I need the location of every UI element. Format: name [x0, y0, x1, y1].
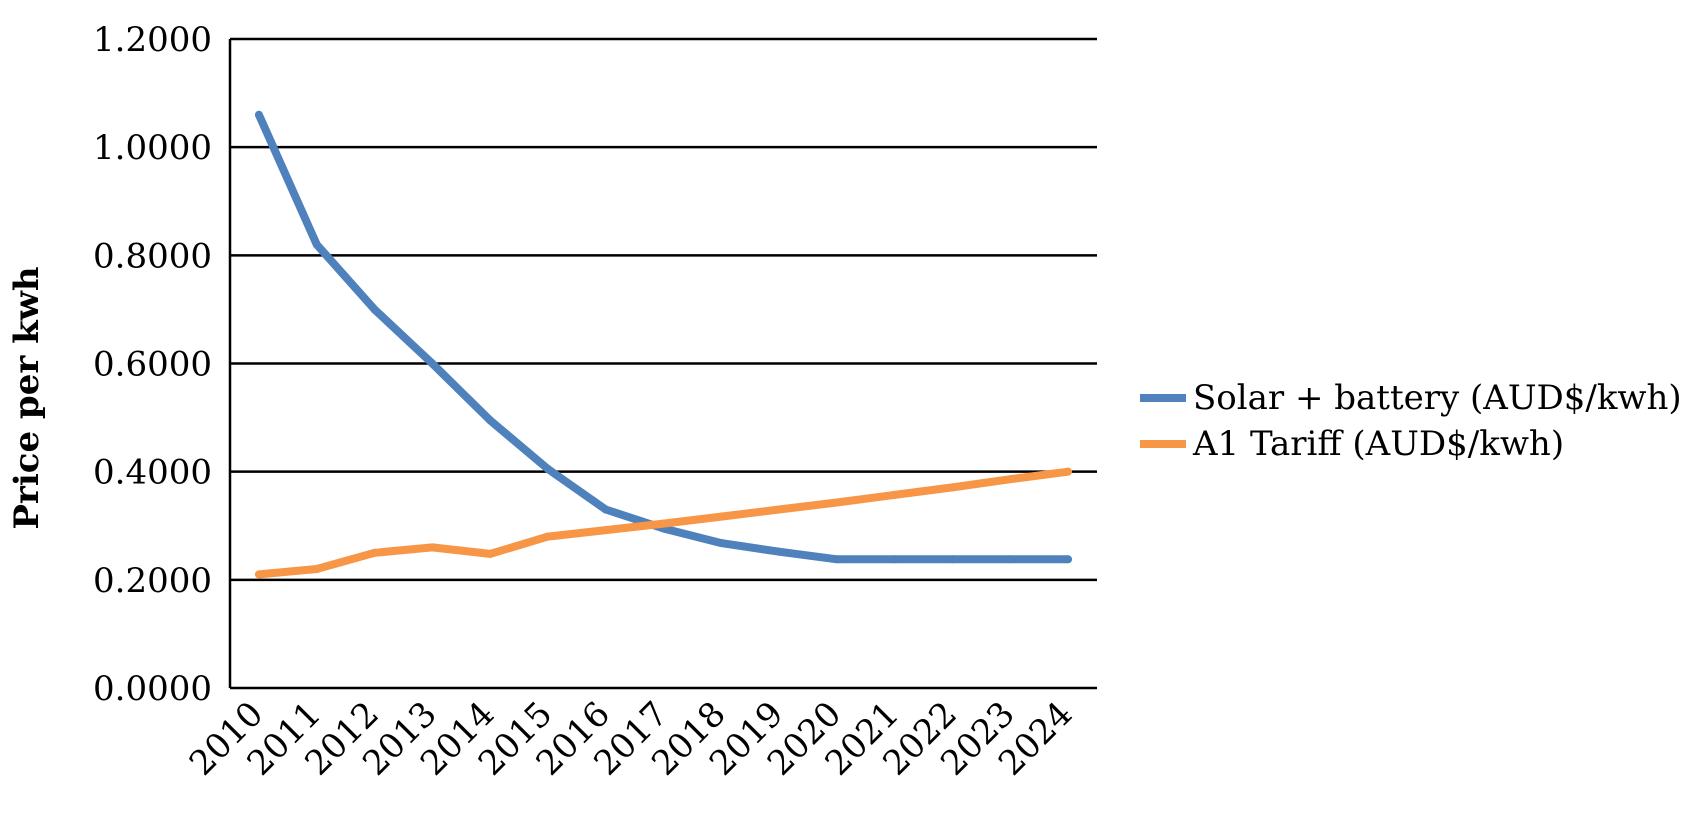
y-tick-label: 0.2000	[93, 561, 212, 601]
data-point	[832, 498, 841, 507]
data-point	[832, 555, 841, 564]
data-point	[775, 505, 784, 514]
legend: Solar + battery (AUD$/kwh) A1 Tariff (AUD…	[1140, 378, 1682, 464]
data-point	[1064, 555, 1073, 564]
data-point	[543, 464, 552, 473]
y-tick-label: 0.8000	[93, 236, 212, 276]
data-point	[659, 519, 668, 528]
data-point	[1006, 555, 1015, 564]
data-point	[254, 110, 263, 119]
data-point	[428, 359, 437, 368]
y-tick-label: 1.0000	[93, 128, 212, 168]
gridlines	[230, 37, 1097, 690]
data-point	[775, 547, 784, 556]
data-point	[948, 483, 957, 492]
data-point	[543, 532, 552, 541]
data-point	[890, 555, 899, 564]
y-tick-label: 0.6000	[93, 345, 212, 385]
data-point	[1006, 475, 1015, 484]
data-point	[601, 505, 610, 514]
data-point	[948, 555, 957, 564]
data-point	[312, 565, 321, 574]
data-point	[717, 512, 726, 521]
series-lines	[254, 110, 1073, 579]
data-point	[312, 240, 321, 249]
data-point	[486, 549, 495, 558]
data-point	[428, 543, 437, 552]
data-point	[370, 548, 379, 557]
series-line-0	[255, 113, 1069, 564]
y-axis-label: Price per kwh	[7, 266, 47, 529]
y-tick-label: 0.4000	[93, 453, 212, 493]
data-point	[717, 539, 726, 548]
y-tick-labels: 0.0000 0.2000 0.4000 0.6000 0.8000 1.0000 1.20…	[93, 20, 212, 709]
data-point	[601, 526, 610, 535]
data-point	[890, 490, 899, 499]
data-point	[1064, 467, 1073, 476]
x-tick-labels: 2010201120122013201420152016201720182019…	[182, 694, 1081, 783]
legend-label: Solar + battery (AUD$/kwh)	[1193, 378, 1682, 418]
y-tick-label: 0.0000	[93, 669, 212, 709]
data-point	[370, 305, 379, 314]
legend-label: A1 Tariff (AUD$/kwh)	[1192, 424, 1564, 464]
y-tick-label: 1.2000	[93, 20, 212, 60]
data-point	[254, 570, 263, 579]
data-point	[486, 416, 495, 425]
